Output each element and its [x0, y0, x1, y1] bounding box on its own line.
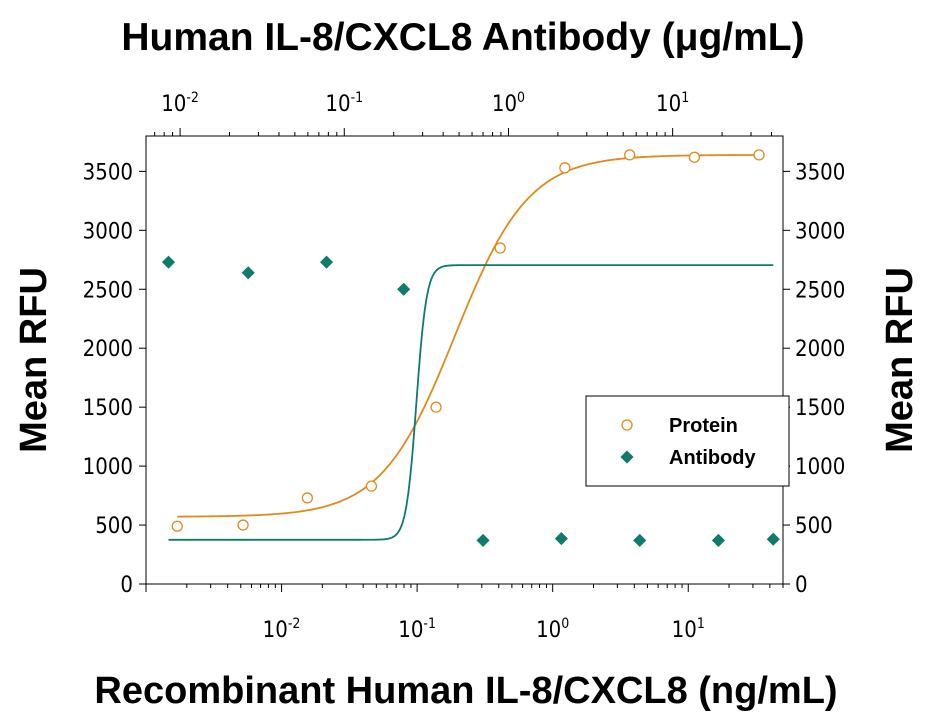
fit-curve-protein — [177, 154, 760, 518]
legend-label-antibody: Antibody — [669, 447, 757, 469]
x-tick-exponent: 0 — [561, 616, 569, 632]
data-point-protein — [237, 519, 249, 531]
y-right-tick-label: 500 — [795, 514, 833, 539]
y-axis-left: 0 500 1000 1500 2000 2500 3000 3500 — [83, 160, 146, 598]
x-tick-exponent: 1 — [681, 90, 689, 106]
y-right-tick-label: 1500 — [795, 396, 845, 421]
y-right-tick-label: 2500 — [795, 278, 845, 303]
y-right-tick-label: 1000 — [795, 455, 845, 480]
y-right-tick-label: 3500 — [795, 160, 845, 185]
y-left-tick-label: 2000 — [83, 337, 133, 362]
x-tick-base: 10 — [656, 92, 681, 117]
data-point-protein — [430, 401, 442, 413]
x-tick-base: 10 — [161, 92, 186, 117]
y-right-tick-label: 0 — [795, 573, 808, 598]
data-point-protein — [301, 492, 314, 504]
data-point-protein — [753, 149, 765, 161]
x-tick-label: 100 — [492, 90, 525, 117]
data-point-antibody — [161, 255, 176, 269]
y-right-tick-label: 3000 — [795, 219, 845, 244]
data-point-antibody — [241, 266, 255, 280]
y-right-tick-label: 2000 — [795, 337, 845, 362]
x-tick-exponent: -1 — [423, 616, 436, 632]
data-point-protein — [559, 162, 571, 174]
x-tick-label: 101 — [672, 616, 705, 643]
data-point-antibody — [319, 255, 334, 269]
x-tick-base: 10 — [536, 618, 561, 643]
x-tick-exponent: -2 — [288, 616, 301, 632]
legend-box — [585, 395, 790, 487]
x-tick-label: 10-1 — [325, 90, 363, 117]
top-axis-title: Human IL-8/CXCL8 Antibody (μg/mL) — [121, 16, 804, 59]
y-left-tick-label: 3500 — [83, 160, 133, 185]
plot-frame — [145, 135, 784, 585]
y-left-tick-label: 3000 — [83, 219, 133, 244]
data-point-antibody — [711, 533, 725, 547]
data-point-protein — [494, 242, 506, 254]
fit-curve-antibody — [168, 264, 774, 541]
legend-marker-antibody — [620, 450, 634, 464]
y-axis-title-left: Mean RFU — [13, 267, 55, 453]
x-tick-label: 10-2 — [161, 90, 199, 117]
data-point-antibody — [766, 532, 780, 546]
data-point-protein — [365, 480, 378, 492]
series-layer — [161, 149, 780, 547]
x-tick-label: 100 — [536, 616, 569, 643]
legend-marker-protein — [621, 419, 633, 431]
x-tick-label: 10-1 — [398, 616, 436, 643]
x-axis-top: 10-2 10-1 100 101 — [154, 90, 773, 136]
x-tick-base: 10 — [398, 618, 423, 643]
data-point-antibody — [476, 533, 490, 547]
data-point-antibody — [554, 532, 568, 546]
y-left-tick-label: 2500 — [83, 278, 133, 303]
x-tick-exponent: -1 — [351, 90, 364, 106]
y-left-tick-label: 1500 — [83, 396, 133, 421]
data-point-antibody — [397, 282, 411, 296]
x-axis-title: Recombinant Human IL-8/CXCL8 (ng/mL) — [94, 670, 837, 712]
x-tick-exponent: 1 — [697, 616, 705, 632]
x-tick-base: 10 — [263, 618, 288, 643]
series-antibody — [161, 255, 780, 547]
y-left-tick-label: 1000 — [83, 455, 133, 480]
x-tick-base: 10 — [492, 92, 517, 117]
data-point-protein — [624, 149, 636, 161]
legend: Protein Antibody — [585, 395, 790, 487]
data-point-protein — [688, 151, 701, 163]
x-tick-base: 10 — [672, 618, 697, 643]
x-tick-exponent: 0 — [517, 90, 525, 106]
series-protein — [171, 149, 765, 532]
y-left-tick-label: 0 — [120, 573, 133, 598]
y-axis-right: 0 500 1000 1500 2000 2500 3000 3500 — [783, 160, 845, 598]
y-left-tick-label: 500 — [95, 514, 133, 539]
data-point-antibody — [633, 533, 647, 547]
y-axis-title-right: Mean RFU — [879, 267, 921, 453]
legend-label-protein: Protein — [669, 415, 738, 437]
x-tick-label: 101 — [656, 90, 689, 117]
data-point-protein — [171, 520, 183, 532]
x-tick-label: 10-2 — [263, 616, 301, 643]
x-tick-exponent: -2 — [186, 90, 199, 106]
x-axis-bottom: 10-2 10-1 100 101 — [145, 584, 784, 643]
x-tick-base: 10 — [325, 92, 350, 117]
